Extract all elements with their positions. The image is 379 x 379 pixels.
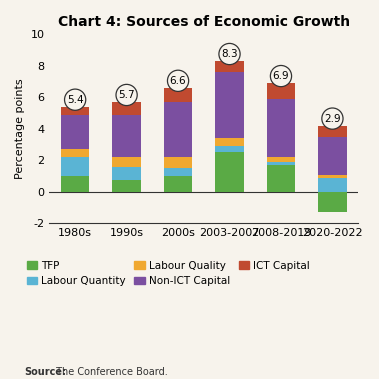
Text: 2.9: 2.9 [324,114,341,124]
Bar [267,162,295,165]
Text: 5.7: 5.7 [118,90,135,100]
Bar [164,157,192,168]
Bar [164,176,192,192]
Bar [164,88,192,102]
Bar [267,165,295,192]
Bar [113,167,141,180]
Bar [215,146,244,152]
Y-axis label: Percentage points: Percentage points [15,78,25,179]
Bar [61,107,89,115]
Title: Chart 4: Sources of Economic Growth: Chart 4: Sources of Economic Growth [58,15,350,29]
Bar [215,138,244,146]
Bar [267,157,295,162]
Bar [318,137,346,174]
Bar [318,126,346,137]
Bar [61,176,89,192]
Bar [215,61,244,72]
Text: The Conference Board.: The Conference Board. [53,367,168,377]
Text: 6.6: 6.6 [170,76,186,86]
Bar [164,102,192,157]
Bar [113,115,141,157]
Text: 5.4: 5.4 [67,95,83,105]
Bar [61,115,89,149]
Text: 6.9: 6.9 [273,71,289,81]
Bar [215,152,244,192]
Bar [267,99,295,157]
Bar [318,178,346,192]
Bar [113,180,141,192]
Bar [267,83,295,99]
Bar [61,149,89,157]
Legend: TFP, Labour Quantity, Labour Quality, Non-ICT Capital, ICT Capital: TFP, Labour Quantity, Labour Quality, No… [27,261,310,286]
Bar [215,72,244,138]
Text: 8.3: 8.3 [221,49,238,59]
Bar [113,157,141,167]
Text: Source:: Source: [25,367,67,377]
Bar [164,168,192,176]
Bar [318,174,346,178]
Bar [61,157,89,176]
Bar [113,102,141,115]
Bar [318,192,346,212]
